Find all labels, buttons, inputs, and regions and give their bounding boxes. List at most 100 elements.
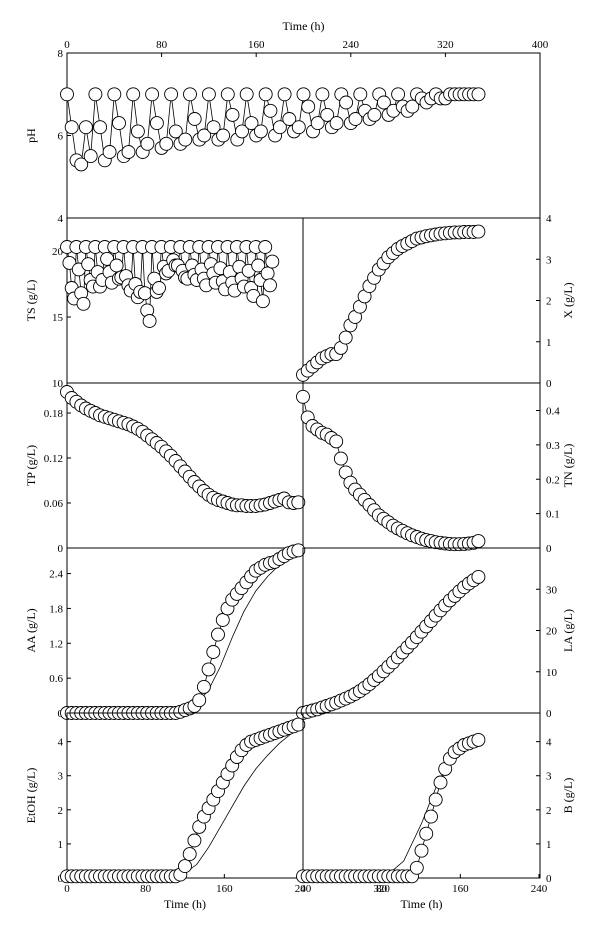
ph-point: [220, 87, 235, 102]
b-point: [428, 792, 443, 807]
etoh-point: [291, 717, 306, 732]
aa-point: [291, 543, 306, 558]
la-ytick-label: 30: [546, 584, 558, 596]
tn-ytick-label: 0.3: [546, 440, 560, 452]
ph-point: [149, 116, 164, 131]
ph-point: [367, 107, 382, 122]
aa-ytick-label: 0.6: [49, 673, 63, 685]
b-point: [471, 732, 486, 747]
ph-xtick-label: 0: [64, 39, 70, 51]
ph-point: [263, 103, 278, 118]
b-xtick-label: 160: [452, 883, 469, 895]
ph-point: [320, 107, 335, 122]
ph-point: [183, 87, 197, 102]
ph-point: [197, 128, 212, 143]
tp-ytick-label: 0.18: [44, 408, 64, 420]
ph-point: [353, 87, 368, 102]
ph-point: [310, 116, 325, 131]
tn-ytick-label: 0: [546, 543, 552, 555]
ph-point: [102, 145, 117, 159]
ph-point: [93, 120, 108, 135]
aa-point: [201, 662, 216, 677]
tn-point: [471, 534, 486, 549]
tn-ytick-label: 0.1: [546, 509, 560, 521]
ph-point: [145, 87, 160, 102]
ph-point: [178, 132, 193, 147]
ph-point: [74, 157, 89, 172]
b-ylabel: B (g/L): [561, 778, 575, 814]
ph-point: [277, 87, 292, 102]
ph-point: [88, 87, 103, 102]
tn-point: [333, 451, 348, 466]
etoh-xtick-label: 0: [64, 883, 70, 895]
ph-point: [126, 87, 141, 102]
b-xtick-label: 80: [376, 883, 388, 895]
ph-point: [159, 136, 174, 151]
ph-point: [339, 95, 354, 110]
tn-point: [329, 434, 344, 449]
ph-point: [216, 128, 231, 143]
ph-point: [405, 99, 420, 114]
x-ytick-label: 0: [546, 378, 552, 390]
b-xtick-label: 240: [531, 883, 548, 895]
ph-point: [83, 149, 98, 164]
b-xtick-label: 0: [300, 883, 306, 895]
tn-ytick-label: 0.4: [546, 406, 560, 418]
ph-point: [253, 124, 268, 139]
etoh-connector-line: [67, 724, 299, 877]
ts-point: [76, 296, 91, 311]
ph-point: [282, 112, 297, 126]
ph-point: [107, 87, 122, 102]
aa-point: [192, 693, 207, 708]
ph-ytick-label: 8: [58, 48, 64, 60]
ph-xtick-label: 320: [437, 39, 454, 51]
ph-ytick-label: 4: [58, 213, 64, 225]
aa-ylabel: AA (g/L): [24, 608, 38, 652]
la-ylabel: LA (g/L): [561, 609, 575, 652]
la-ytick-label: 20: [546, 626, 558, 638]
aa-point: [196, 679, 211, 694]
tn-ylabel: TN (g/L): [561, 444, 575, 488]
ph-ytick-label: 6: [58, 131, 64, 143]
ph-point: [329, 116, 344, 131]
aa-ytick-label: 1.2: [49, 638, 63, 650]
aa-point: [206, 645, 221, 659]
etoh-point: [178, 859, 192, 874]
ph-point: [296, 87, 311, 102]
b-point: [419, 826, 434, 841]
ph-point: [471, 87, 486, 102]
ts-point: [260, 266, 275, 281]
ph-point: [64, 120, 79, 135]
etoh-xtick-label: 80: [140, 883, 152, 895]
ts-point: [137, 286, 152, 301]
etoh-ytick-label: 2: [58, 805, 64, 817]
etoh-ylabel: EtOH (g/L): [24, 768, 38, 824]
ts-ytick-label: 20: [52, 246, 64, 258]
ph-point: [376, 95, 391, 110]
x-ytick-label: 3: [546, 254, 552, 266]
la-point: [471, 569, 486, 584]
x-ytick-label: 1: [546, 337, 552, 349]
ph-xtick-label: 160: [248, 39, 265, 51]
ts-point: [255, 294, 270, 309]
x-ytick-label: 4: [546, 213, 552, 225]
etoh-xtick-label: 320: [373, 883, 390, 895]
ph-xtick-label: 400: [532, 39, 549, 51]
tp-ytick-label: 0: [58, 543, 64, 555]
ph-xtick-label: 80: [156, 39, 168, 51]
tp-ytick-label: 0.12: [44, 453, 63, 465]
x-point: [338, 330, 353, 345]
b-ytick-label: 3: [546, 771, 552, 783]
ts-point: [263, 278, 277, 293]
tn-frame: [302, 382, 541, 549]
aa-point: [211, 627, 225, 642]
x-ylabel: X (g/L): [561, 282, 575, 318]
etoh-ytick-label: 1: [58, 839, 64, 851]
x-point: [471, 224, 486, 239]
ts-point: [62, 255, 77, 270]
ts-ytick-label: 15: [52, 312, 64, 324]
ph-point: [168, 124, 183, 139]
etoh-xtick-label: 240: [295, 883, 312, 895]
ph-point: [291, 120, 306, 135]
ts-ylabel: TS (g/L): [24, 280, 38, 322]
